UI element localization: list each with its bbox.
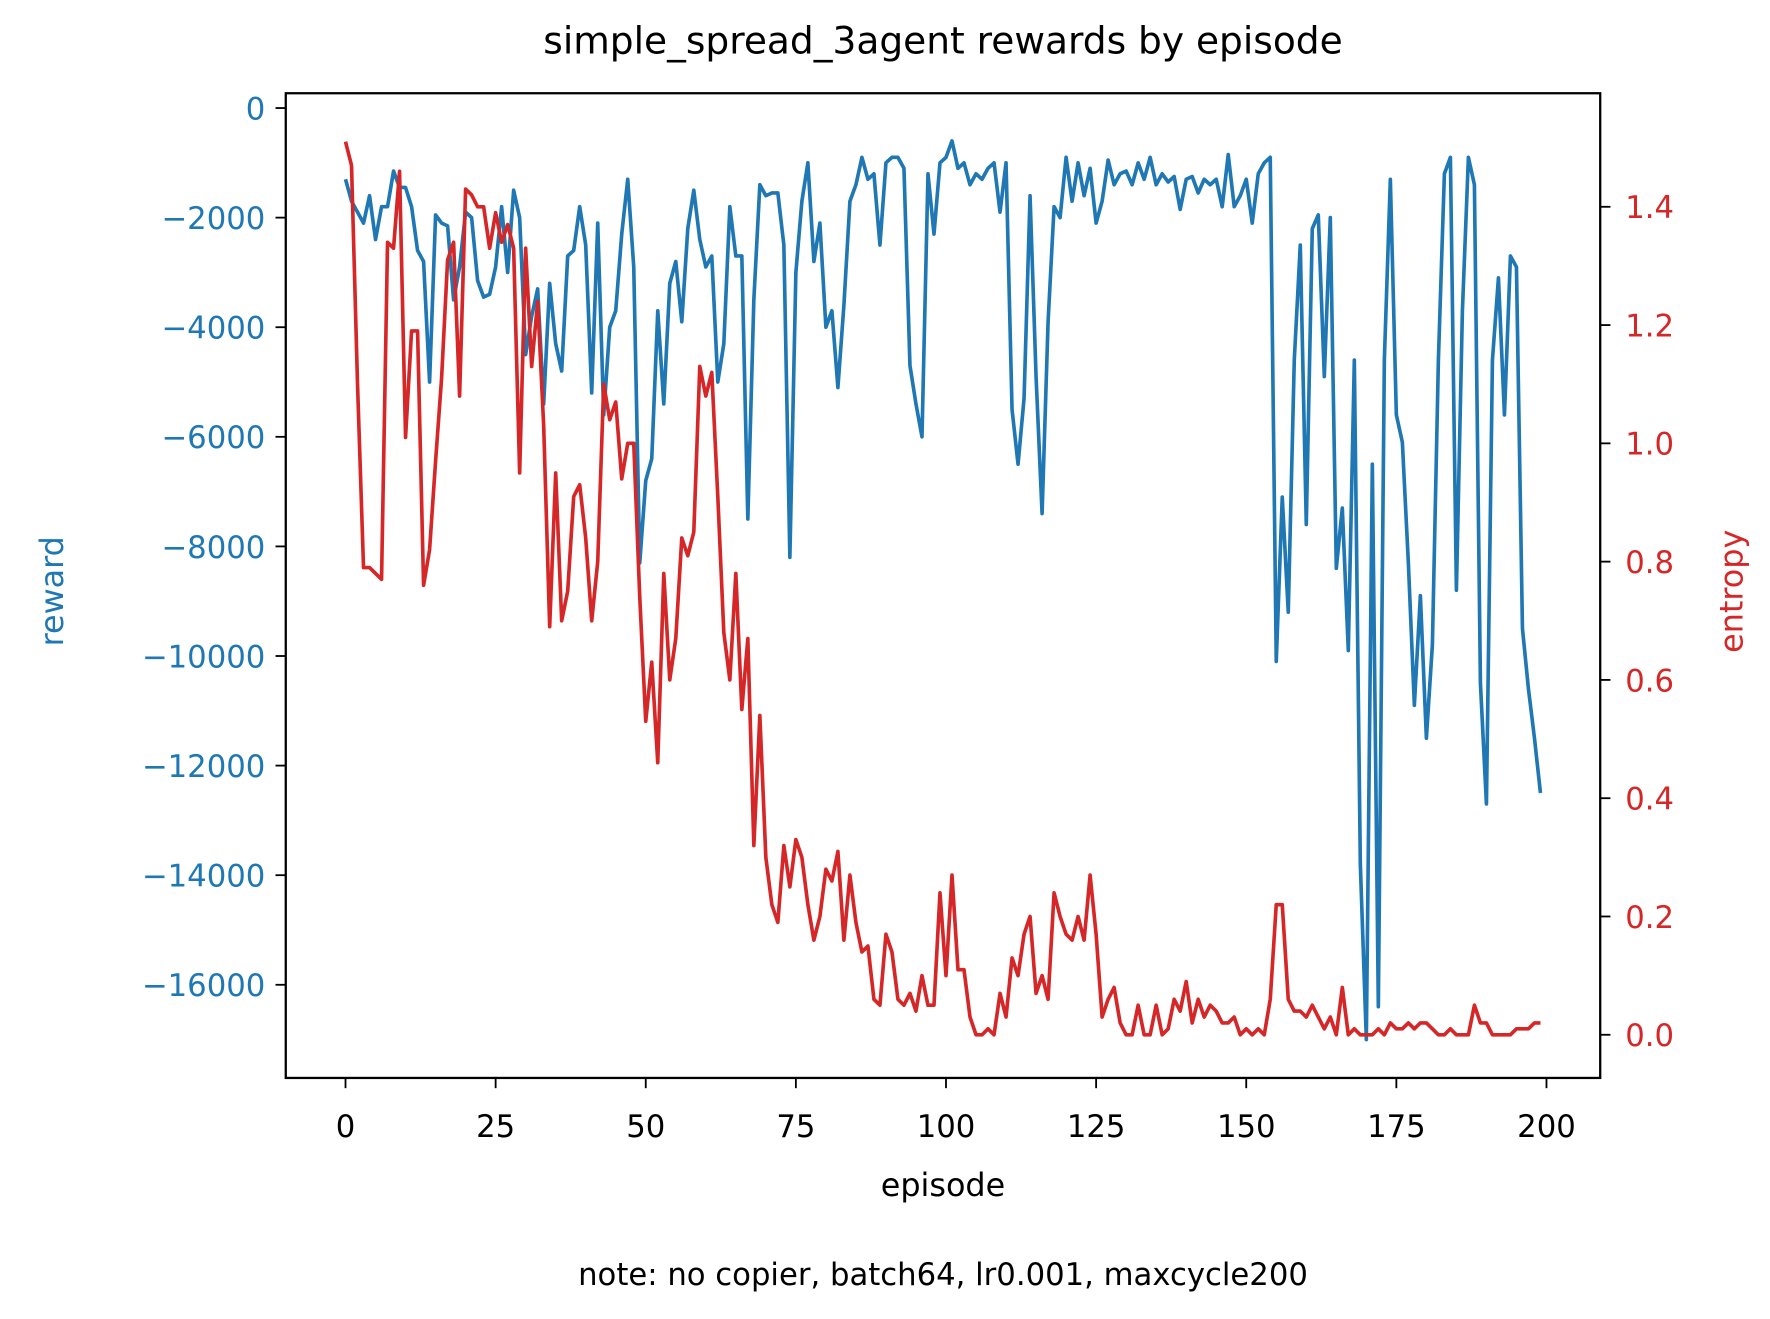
x-tick-label: 50 xyxy=(626,1110,665,1145)
x-tick-label: 175 xyxy=(1367,1110,1426,1145)
y2-tick-label: 1.2 xyxy=(1625,309,1674,344)
y2-tick-label: 1.4 xyxy=(1625,191,1674,226)
y2-axis-label: entropy xyxy=(1712,530,1750,653)
y2-tick-label: 0.0 xyxy=(1625,1019,1674,1054)
x-tick-label: 125 xyxy=(1067,1110,1126,1145)
plot-frame xyxy=(284,92,1602,1080)
y-tick-label: −2000 xyxy=(161,202,265,237)
data-line xyxy=(343,139,1543,1042)
y2-tick-label: 0.2 xyxy=(1625,901,1674,936)
x-tick-label: 150 xyxy=(1217,1110,1276,1145)
y-tick-label: −16000 xyxy=(142,969,265,1004)
x-tick-label: 200 xyxy=(1517,1110,1576,1145)
y-axis-label: reward xyxy=(33,536,71,646)
y2-tick-label: 0.4 xyxy=(1625,783,1674,818)
y-tick-label: 0 xyxy=(246,92,266,127)
x-axis-label: episode xyxy=(881,1166,1005,1204)
y-tick-label: −4000 xyxy=(161,312,265,347)
x-tick-label: 100 xyxy=(917,1110,976,1145)
y2-tick-label: 0.6 xyxy=(1625,664,1674,699)
x-tick-label: 0 xyxy=(336,1110,356,1145)
note: note: no copier, batch64, lr0.001, maxcy… xyxy=(578,1258,1308,1293)
x-tick-label: 25 xyxy=(476,1110,515,1145)
y2-tick-label: 0.8 xyxy=(1625,546,1674,581)
data-line xyxy=(343,141,1541,1037)
x-tick-label: 75 xyxy=(776,1110,815,1145)
y-tick-label: −6000 xyxy=(161,421,265,456)
y-tick-label: −10000 xyxy=(142,640,265,675)
y-tick-label: −14000 xyxy=(142,860,265,895)
y-tick-label: −12000 xyxy=(142,750,265,785)
y2-tick-label: 1.0 xyxy=(1625,428,1674,463)
chart-title: simple_spread_3agent rewards by episode xyxy=(543,18,1342,62)
y-tick-label: −8000 xyxy=(161,531,265,566)
